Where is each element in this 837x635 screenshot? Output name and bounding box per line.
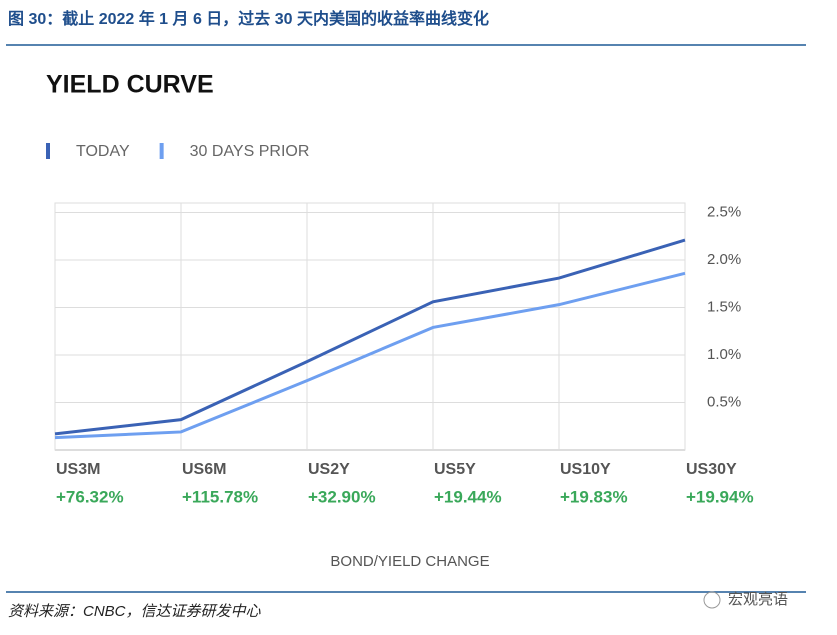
y-tick-label: 0.5% xyxy=(707,393,741,410)
source: 资料来源：CNBC，信达证券研发中心 xyxy=(8,603,262,620)
legend-swatch xyxy=(159,143,164,159)
y-tick-label: 2.5% xyxy=(707,203,741,220)
legend-label: 30 DAYS PRIOR xyxy=(190,143,310,160)
y-tick-label: 2.0% xyxy=(707,251,741,268)
change-label: +19.83% xyxy=(560,487,628,506)
watermark-icon xyxy=(703,591,721,609)
series-line xyxy=(54,271,686,440)
watermark: 宏观亮语 xyxy=(728,591,788,608)
chart-title: YIELD CURVE xyxy=(46,71,214,99)
x-tick-label: US2Y xyxy=(308,461,350,478)
legend-label: TODAY xyxy=(76,143,130,160)
plot-frame xyxy=(54,202,686,451)
change-label: +32.90% xyxy=(308,487,376,506)
x-tick-label: US6M xyxy=(182,461,226,478)
x-tick-label: US3M xyxy=(56,461,100,478)
legend-swatch xyxy=(46,143,50,159)
x-tick-label: US10Y xyxy=(560,461,611,478)
y-tick-label: 1.0% xyxy=(707,346,741,363)
change-label: +19.44% xyxy=(434,487,502,506)
change-label: +115.78% xyxy=(182,487,258,506)
y-tick-label: 1.5% xyxy=(707,298,741,315)
series-line xyxy=(54,238,686,436)
x-tick-label: US5Y xyxy=(434,461,476,478)
figure-title: 图 30：截止 2022 年 1 月 6 日，过去 30 天内美国的收益率曲线变… xyxy=(8,9,489,28)
x-axis-label: BOND/YIELD CHANGE xyxy=(330,553,489,570)
change-label: +19.94% xyxy=(686,487,754,506)
change-label: +76.32% xyxy=(56,487,124,506)
x-tick-label: US30Y xyxy=(686,461,737,478)
